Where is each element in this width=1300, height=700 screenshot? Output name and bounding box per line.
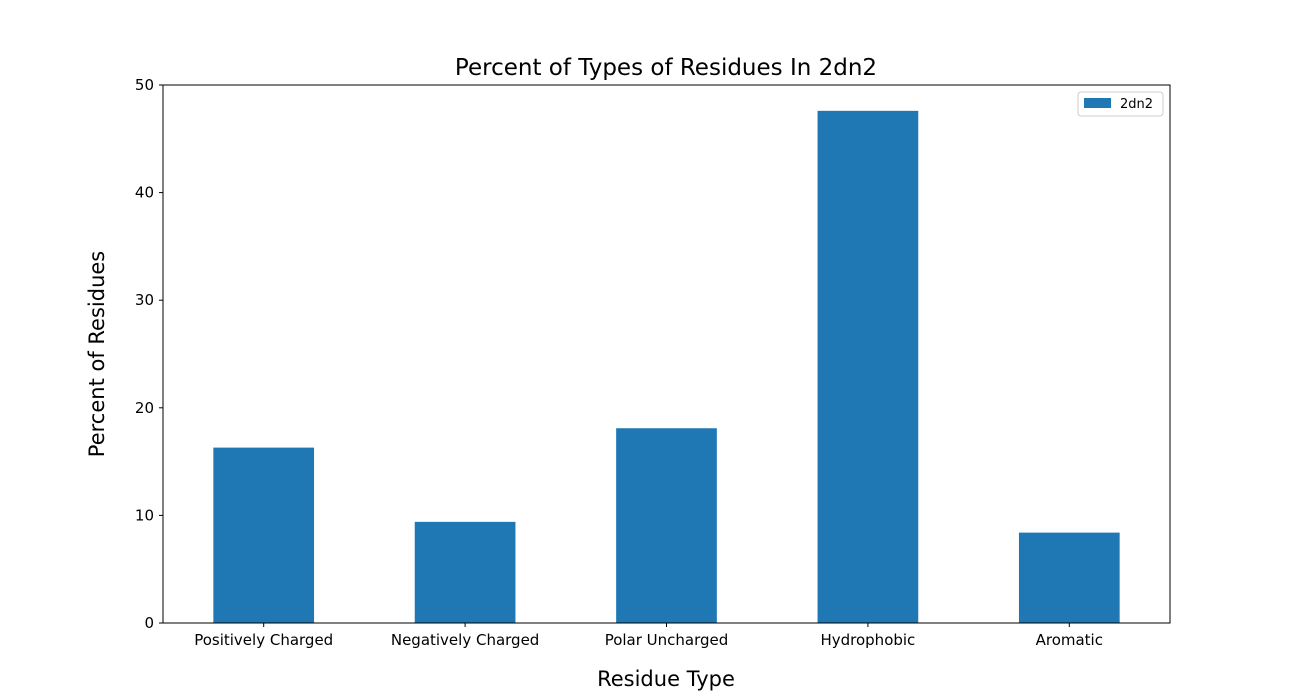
x-tick-label: Positively Charged [194, 631, 333, 649]
legend-label: 2dn2 [1120, 97, 1153, 112]
y-tick-label: 10 [135, 506, 154, 524]
x-axis-label: Residue Type [597, 667, 735, 691]
bars-group [213, 110, 1120, 624]
x-tick-label: Aromatic [1036, 631, 1103, 649]
legend-swatch [1084, 98, 1111, 108]
y-tick-label: 50 [135, 76, 154, 94]
x-axis: Positively Charged Negatively Charged Pola… [194, 623, 1103, 649]
y-tick-label: 20 [135, 399, 154, 417]
y-tick-label: 0 [144, 614, 154, 632]
chart-title: Percent of Types of Residues In 2dn2 [455, 55, 877, 81]
plot-frame [162, 84, 1171, 624]
bar-4 [1018, 532, 1120, 623]
y-axis: 0 10 20 30 40 50 [135, 76, 163, 632]
x-tick-label: Hydrophobic [820, 631, 915, 649]
x-tick-label: Negatively Charged [391, 631, 539, 649]
y-tick-label: 30 [135, 291, 154, 309]
bar-2 [616, 428, 717, 623]
bar-0 [213, 447, 315, 623]
y-axis-label: Percent of Residues [85, 251, 109, 457]
legend: 2dn2 [1077, 91, 1164, 117]
bar-3 [817, 110, 919, 624]
x-tick-label: Polar Uncharged [605, 631, 729, 649]
bar-1 [414, 521, 516, 623]
y-tick-label: 40 [135, 184, 154, 202]
